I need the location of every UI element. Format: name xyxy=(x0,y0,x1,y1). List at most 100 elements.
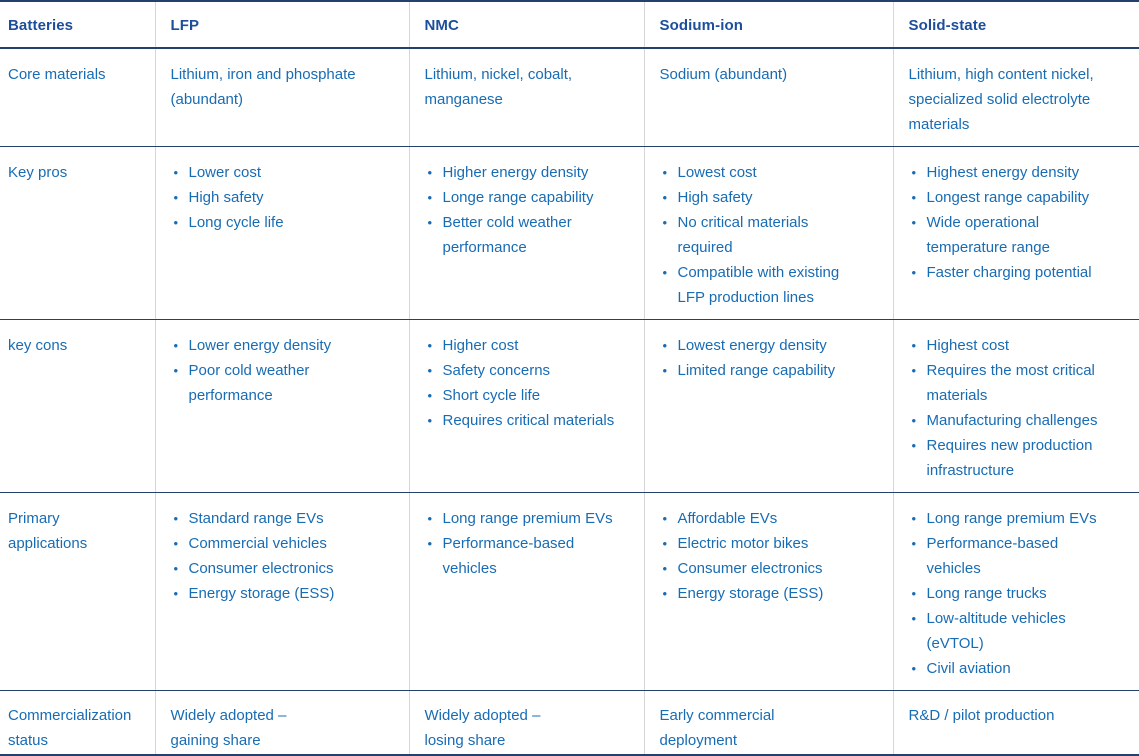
bullet-icon: • xyxy=(662,165,668,180)
row-label: Primary applications xyxy=(0,492,156,691)
row-label: Core materials xyxy=(0,48,156,147)
bullet-item: • Requires the most critical materials xyxy=(909,358,1132,408)
bullet-icon: • xyxy=(911,536,917,551)
bullet-text: Higher cost xyxy=(442,337,519,354)
bullet-item: • Highest energy density xyxy=(909,160,1132,185)
bullet-icon: • xyxy=(911,190,917,205)
bullet-list: • Highest cost • Requires the most critical… xyxy=(909,333,1132,483)
bullet-list: • Highest energy density • Longest range ca… xyxy=(909,160,1132,285)
bullet-item: • Performance-based vehicles xyxy=(425,531,636,581)
bullet-icon: • xyxy=(662,215,668,230)
bullet-icon: • xyxy=(911,611,917,626)
bullet-item: • Safety concerns xyxy=(425,358,636,383)
table-cell: Widely adopted – losing share xyxy=(409,690,645,756)
bullet-list: • Long range premium EVs • Performance-base… xyxy=(909,506,1132,681)
bullet-text: Energy storage (ESS) xyxy=(677,585,824,602)
table-row: Primary applications • Standard range EVs •… xyxy=(0,492,1139,691)
bullet-icon: • xyxy=(662,561,668,576)
bullet-icon: • xyxy=(173,215,179,230)
bullet-icon: • xyxy=(427,388,433,403)
row-label: key cons xyxy=(0,319,156,493)
bullet-text: Standard range EVs xyxy=(188,510,324,527)
bullet-text: Affordable EVs xyxy=(677,510,778,527)
bullet-icon: • xyxy=(662,536,668,551)
bullet-text: Electric motor bikes xyxy=(677,535,809,552)
bullet-item: • Highest cost xyxy=(909,333,1132,358)
bullet-text: Low-altitude vehicles (eVTOL) xyxy=(926,610,1066,652)
table-cell: Sodium (abundant) xyxy=(644,48,894,147)
bullet-text: Limited range capability xyxy=(677,362,836,379)
table-cell: • Long range premium EVs • Performance-base… xyxy=(893,492,1139,691)
bullet-item: • Energy storage (ESS) xyxy=(660,581,885,606)
table-cell: • Lowest cost • High safety • No critical mat… xyxy=(644,146,894,320)
bullet-list: • Standard range EVs • Commercial vehicles •… xyxy=(171,506,401,606)
bullet-icon: • xyxy=(911,338,917,353)
bullet-item: • No critical materials required xyxy=(660,210,885,260)
bullet-icon: • xyxy=(911,165,917,180)
bullet-item: • Short cycle life xyxy=(425,383,636,408)
bullet-icon: • xyxy=(173,586,179,601)
bullet-item: • Limited range capability xyxy=(660,358,885,383)
bullet-item: • High safety xyxy=(660,185,885,210)
bullet-text: Higher energy density xyxy=(442,164,589,181)
table-cell: R&D / pilot production xyxy=(893,690,1139,756)
bullet-item: • Standard range EVs xyxy=(171,506,401,531)
bullet-icon: • xyxy=(173,511,179,526)
bullet-icon: • xyxy=(173,561,179,576)
bullet-item: • Requires critical materials xyxy=(425,408,636,433)
bullet-list: • Long range premium EVs • Performance-base… xyxy=(425,506,636,581)
table-cell: Widely adopted – gaining share xyxy=(155,690,410,756)
bullet-item: • Energy storage (ESS) xyxy=(171,581,401,606)
row-label: Key pros xyxy=(0,146,156,320)
table-cell: • Higher energy density • Longe range capab… xyxy=(409,146,645,320)
table-header-row: Batteries LFP NMC Sodium-ion Solid-state xyxy=(0,0,1139,49)
bullet-text: Manufacturing challenges xyxy=(926,412,1098,429)
bullet-icon: • xyxy=(911,586,917,601)
bullet-item: • Long range premium EVs xyxy=(425,506,636,531)
bullet-text: High safety xyxy=(677,189,753,206)
bullet-icon: • xyxy=(173,363,179,378)
bullet-list: • Lower cost • High safety • Long cycle life xyxy=(171,160,401,235)
bullet-text: Requires the most critical materials xyxy=(926,362,1095,404)
bullet-item: • Commercial vehicles xyxy=(171,531,401,556)
table-cell: • Lower cost • High safety • Long cycle life xyxy=(155,146,410,320)
bullet-item: • Lowest cost xyxy=(660,160,885,185)
bullet-icon: • xyxy=(427,165,433,180)
table-cell: • Highest energy density • Longest range ca… xyxy=(893,146,1139,320)
bullet-icon: • xyxy=(911,265,917,280)
table-cell: Lithium, high content nickel, specialize… xyxy=(893,48,1139,147)
bullet-text: Performance-based vehicles xyxy=(442,535,575,577)
bullet-item: • Longe range capability xyxy=(425,185,636,210)
table-row: key cons • Lower energy density • Poor cold … xyxy=(0,319,1139,493)
bullet-text: Consumer electronics xyxy=(188,560,334,577)
table-cell: • Lowest energy density • Limited range cap… xyxy=(644,319,894,493)
bullet-icon: • xyxy=(911,438,917,453)
table-cell: • Affordable EVs • Electric motor bikes • Con… xyxy=(644,492,894,691)
bullet-text: Highest energy density xyxy=(926,164,1080,181)
bullet-icon: • xyxy=(662,363,668,378)
bullet-list: • Lowest cost • High safety • No critical mat… xyxy=(660,160,885,310)
bullet-text: Long cycle life xyxy=(188,214,284,231)
bullet-icon: • xyxy=(427,215,433,230)
bullet-item: • Poor cold weather performance xyxy=(171,358,401,408)
bullet-item: • Higher energy density xyxy=(425,160,636,185)
bullet-icon: • xyxy=(911,511,917,526)
bullet-icon: • xyxy=(911,413,917,428)
bullet-text: Poor cold weather performance xyxy=(188,362,310,404)
column-header-batteries: Batteries xyxy=(0,0,156,49)
bullet-item: • High safety xyxy=(171,185,401,210)
bullet-text: Highest cost xyxy=(926,337,1010,354)
row-label: Commercialization status xyxy=(0,690,156,756)
bullet-icon: • xyxy=(427,536,433,551)
bullet-item: • Consumer electronics xyxy=(660,556,885,581)
bullet-item: • Better cold weather performance xyxy=(425,210,636,260)
bullet-text: Lowest cost xyxy=(677,164,757,181)
bullet-text: Consumer electronics xyxy=(677,560,823,577)
column-header-solid-state: Solid-state xyxy=(893,0,1139,49)
bullet-text: Safety concerns xyxy=(442,362,551,379)
bullet-item: • Affordable EVs xyxy=(660,506,885,531)
bullet-item: • Electric motor bikes xyxy=(660,531,885,556)
bullet-list: • Affordable EVs • Electric motor bikes • Con… xyxy=(660,506,885,606)
bullet-text: Better cold weather performance xyxy=(442,214,572,256)
